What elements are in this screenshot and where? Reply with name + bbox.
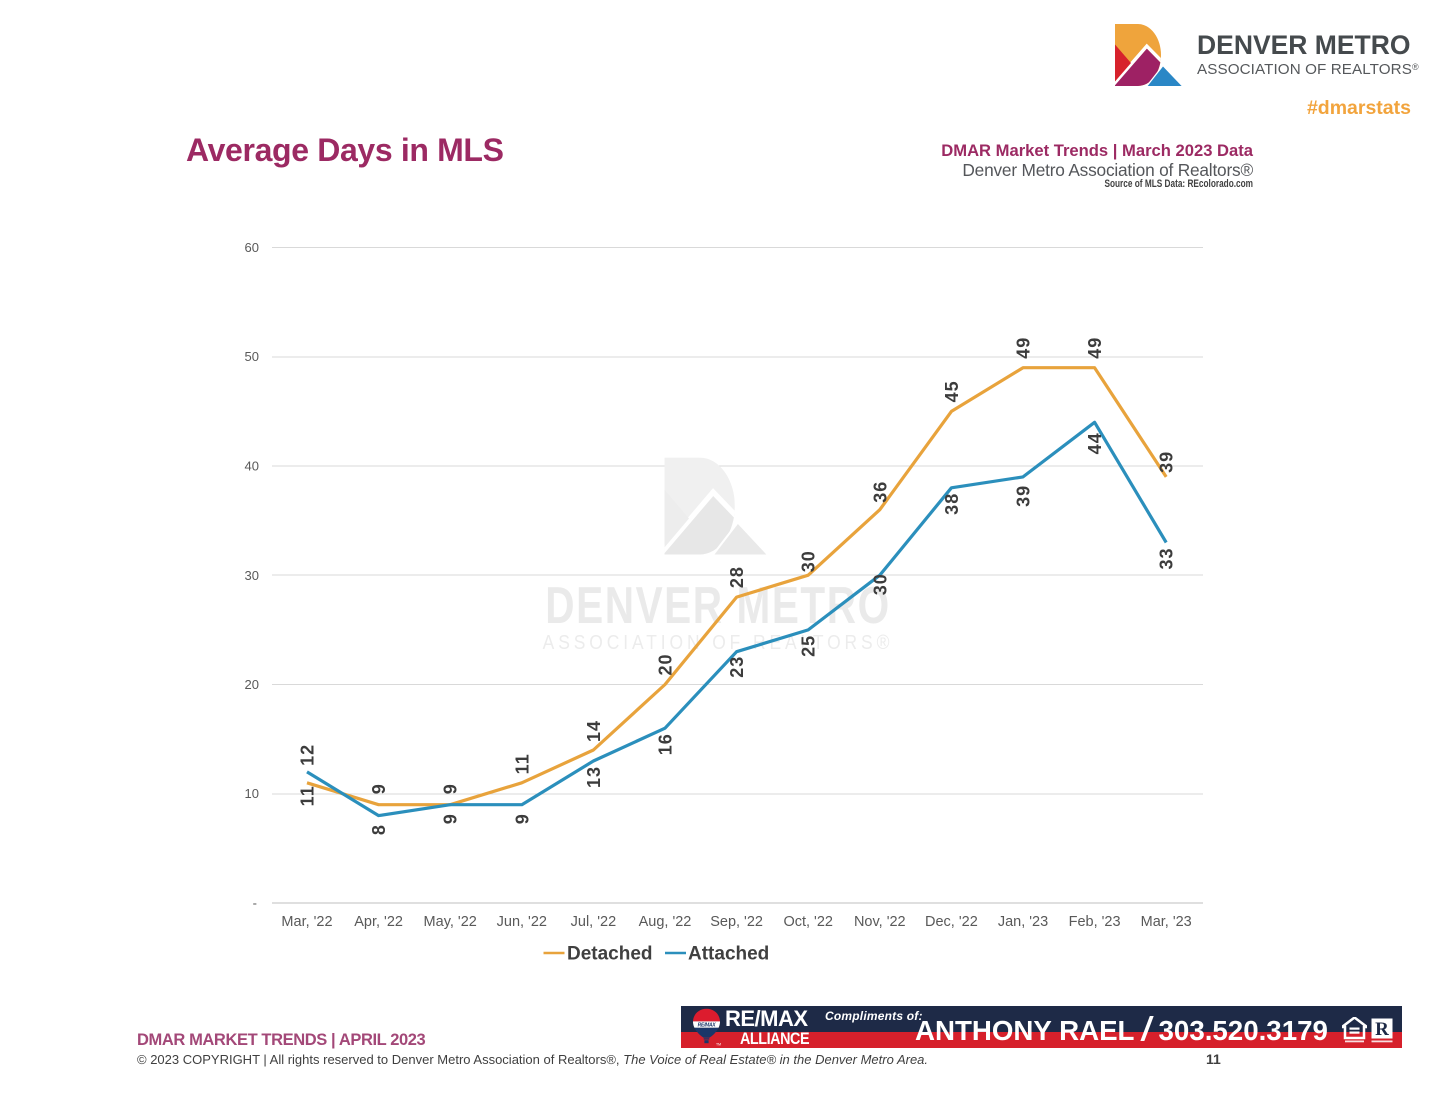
svg-text:Mar, '23: Mar, '23 (1141, 914, 1192, 930)
svg-text:Jun, '22: Jun, '22 (497, 914, 547, 930)
svg-text:8: 8 (369, 824, 389, 835)
svg-text:-: - (253, 896, 257, 911)
svg-text:Attached: Attached (688, 944, 769, 965)
svg-text:45: 45 (942, 380, 962, 402)
svg-text:39: 39 (1014, 485, 1034, 507)
svg-text:10: 10 (245, 786, 259, 801)
svg-text:16: 16 (656, 733, 676, 755)
svg-text:49: 49 (1085, 337, 1105, 359)
svg-text:20: 20 (656, 653, 676, 675)
svg-text:25: 25 (799, 635, 819, 657)
svg-text:39: 39 (1157, 451, 1177, 473)
svg-text:RE/MAX: RE/MAX (698, 1023, 717, 1029)
svg-text:TM: TM (716, 1043, 721, 1047)
svg-text:May, '22: May, '22 (424, 914, 477, 930)
svg-text:Nov, '22: Nov, '22 (854, 914, 906, 930)
svg-text:30: 30 (245, 568, 259, 583)
svg-text:12: 12 (298, 744, 318, 766)
svg-text:Mar, '22: Mar, '22 (281, 914, 332, 930)
svg-text:R: R (1375, 1019, 1389, 1040)
svg-text:Dec, '22: Dec, '22 (925, 914, 978, 930)
svg-text:44: 44 (1085, 432, 1105, 454)
svg-text:9: 9 (369, 783, 389, 794)
svg-text:11: 11 (298, 785, 318, 806)
svg-text:9: 9 (441, 783, 461, 794)
svg-text:40: 40 (245, 459, 259, 474)
svg-text:38: 38 (942, 493, 962, 515)
svg-text:Aug, '22: Aug, '22 (639, 914, 692, 930)
svg-text:49: 49 (1014, 337, 1034, 359)
svg-text:28: 28 (727, 566, 747, 588)
svg-text:Jul, '22: Jul, '22 (571, 914, 617, 930)
svg-text:50: 50 (245, 349, 259, 364)
svg-text:23: 23 (727, 656, 747, 678)
svg-text:30: 30 (799, 550, 819, 572)
svg-text:9: 9 (441, 813, 461, 824)
svg-text:33: 33 (1157, 547, 1177, 569)
svg-text:Apr, '22: Apr, '22 (354, 914, 403, 930)
svg-text:Jan, '23: Jan, '23 (998, 914, 1048, 930)
svg-text:13: 13 (584, 766, 604, 788)
svg-text:Feb, '23: Feb, '23 (1069, 914, 1121, 930)
svg-text:Detached: Detached (567, 944, 653, 965)
svg-text:Sep, '22: Sep, '22 (710, 914, 763, 930)
svg-text:9: 9 (512, 813, 532, 824)
svg-text:60: 60 (245, 240, 259, 255)
svg-text:11: 11 (512, 753, 532, 774)
svg-text:Oct, '22: Oct, '22 (783, 914, 833, 930)
svg-text:30: 30 (870, 573, 890, 595)
svg-text:20: 20 (245, 677, 259, 692)
svg-text:36: 36 (870, 481, 890, 503)
svg-text:14: 14 (584, 720, 604, 742)
